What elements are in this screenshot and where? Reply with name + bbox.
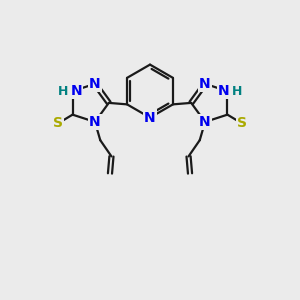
Text: N: N (199, 115, 211, 129)
Text: H: H (232, 85, 242, 98)
Text: N: N (89, 115, 101, 129)
Text: S: S (53, 116, 63, 130)
Text: N: N (199, 77, 211, 91)
Text: N: N (144, 111, 156, 124)
Text: N: N (89, 77, 101, 91)
Text: S: S (237, 116, 247, 130)
Text: N: N (70, 84, 82, 98)
Text: H: H (58, 85, 68, 98)
Text: N: N (218, 84, 230, 98)
